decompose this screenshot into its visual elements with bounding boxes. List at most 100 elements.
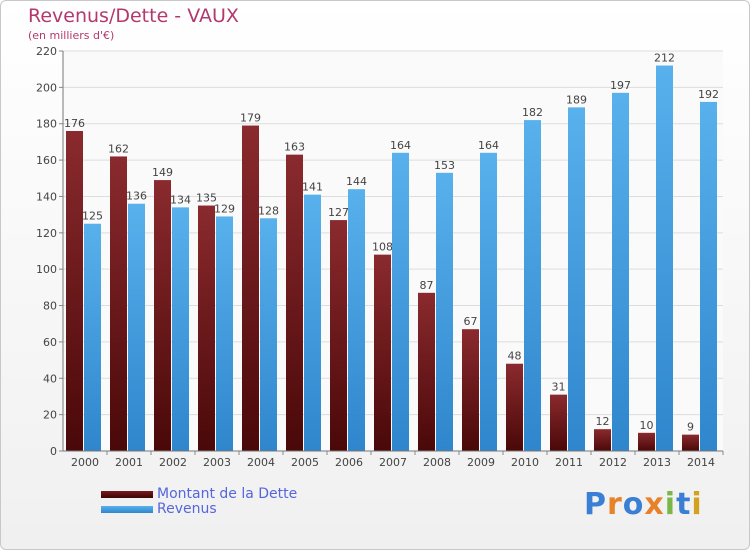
bar-dette bbox=[286, 154, 303, 452]
data-label-dette: 31 bbox=[552, 381, 566, 394]
data-label-revenus: 144 bbox=[346, 175, 367, 188]
x-tick-label: 2007 bbox=[379, 456, 407, 469]
bar-revenus bbox=[84, 223, 101, 451]
data-label-dette: 149 bbox=[152, 166, 173, 179]
data-label-revenus: 164 bbox=[390, 139, 411, 152]
data-label-dette: 67 bbox=[464, 315, 478, 328]
y-tick-label: 160 bbox=[36, 154, 57, 167]
bar-revenus bbox=[392, 152, 409, 451]
x-tick-label: 2002 bbox=[159, 456, 187, 469]
data-label-dette: 163 bbox=[284, 141, 305, 154]
data-label-dette: 127 bbox=[328, 206, 349, 219]
y-tick-label: 220 bbox=[36, 45, 57, 58]
bar-revenus bbox=[656, 65, 673, 451]
data-label-dette: 10 bbox=[640, 419, 654, 432]
y-tick-label: 20 bbox=[43, 409, 57, 422]
data-label-revenus: 141 bbox=[302, 181, 323, 194]
bar-dette bbox=[330, 220, 347, 451]
bar-revenus bbox=[172, 207, 189, 451]
y-tick-label: 140 bbox=[36, 190, 57, 203]
data-label-dette: 108 bbox=[372, 241, 393, 254]
y-tick-label: 0 bbox=[50, 445, 57, 458]
data-label-revenus: 189 bbox=[566, 93, 587, 106]
x-tick-label: 2013 bbox=[643, 456, 671, 469]
logo-letter: P bbox=[584, 487, 607, 522]
logo-letter: o bbox=[622, 487, 645, 522]
bar-dette bbox=[682, 434, 699, 451]
y-tick-label: 40 bbox=[43, 372, 57, 385]
bar-dette bbox=[110, 156, 127, 452]
data-label-revenus: 192 bbox=[698, 88, 719, 101]
logo-letter: i bbox=[664, 487, 677, 522]
chart-subtitle: (en milliers d'€) bbox=[28, 29, 115, 42]
x-tick-label: 2001 bbox=[115, 456, 143, 469]
legend-swatch-revenus bbox=[101, 506, 153, 513]
y-tick-label: 200 bbox=[36, 81, 57, 94]
data-label-dette: 9 bbox=[687, 421, 694, 434]
data-label-revenus: 153 bbox=[434, 159, 455, 172]
data-label-dette: 87 bbox=[420, 279, 434, 292]
bar-dette bbox=[154, 180, 171, 451]
y-tick-label: 80 bbox=[43, 300, 57, 313]
bar-revenus bbox=[480, 152, 497, 451]
y-tick-label: 180 bbox=[36, 118, 57, 131]
legend-label-debt: Montant de la Dette bbox=[157, 486, 298, 502]
logo-letter: r bbox=[607, 487, 623, 522]
x-tick-label: 2011 bbox=[555, 456, 583, 469]
data-label-dette: 162 bbox=[108, 142, 129, 155]
legend-swatch-debt bbox=[101, 491, 153, 498]
x-tick-label: 2008 bbox=[423, 456, 451, 469]
data-label-revenus: 164 bbox=[478, 139, 499, 152]
logo-letter: t bbox=[676, 487, 692, 522]
data-label-revenus: 128 bbox=[258, 204, 279, 217]
bar-revenus bbox=[216, 216, 233, 451]
data-label-revenus: 134 bbox=[170, 193, 191, 206]
data-label-dette: 12 bbox=[596, 415, 610, 428]
x-tick-label: 2000 bbox=[71, 456, 99, 469]
y-tick-label: 60 bbox=[43, 336, 57, 349]
bar-revenus bbox=[260, 218, 277, 451]
bar-revenus bbox=[568, 107, 585, 451]
bar-dette bbox=[594, 429, 611, 451]
bar-dette bbox=[506, 363, 523, 451]
bar-revenus bbox=[304, 194, 321, 452]
proxiti-logo: Proxiti bbox=[584, 487, 703, 522]
data-label-revenus: 197 bbox=[610, 79, 631, 92]
chart-title: Revenus/Dette - VAUX bbox=[28, 5, 239, 27]
x-tick-label: 2003 bbox=[203, 456, 231, 469]
data-label-revenus: 182 bbox=[522, 106, 543, 119]
bar-dette bbox=[374, 254, 391, 451]
bar-revenus bbox=[128, 203, 145, 451]
data-label-dette: 176 bbox=[64, 117, 85, 130]
data-label-dette: 135 bbox=[196, 192, 217, 205]
x-tick-label: 2010 bbox=[511, 456, 539, 469]
bar-dette bbox=[198, 205, 215, 451]
y-tick-label: 120 bbox=[36, 227, 57, 240]
data-label-dette: 48 bbox=[508, 350, 522, 363]
data-label-revenus: 125 bbox=[82, 210, 103, 223]
data-label-dette: 179 bbox=[240, 112, 261, 125]
x-tick-label: 2006 bbox=[335, 456, 363, 469]
data-label-revenus: 212 bbox=[654, 52, 675, 65]
x-tick-label: 2012 bbox=[599, 456, 627, 469]
bar-revenus bbox=[436, 172, 453, 451]
bar-revenus bbox=[524, 120, 541, 451]
y-tick-label: 100 bbox=[36, 263, 57, 276]
bar-dette bbox=[550, 394, 567, 451]
bar-dette bbox=[242, 125, 259, 451]
x-tick-label: 2014 bbox=[687, 456, 715, 469]
bar-revenus bbox=[348, 189, 365, 451]
x-tick-label: 2009 bbox=[467, 456, 495, 469]
logo-letter: x bbox=[644, 487, 665, 522]
logo-letter: i bbox=[691, 487, 703, 522]
x-tick-label: 2004 bbox=[247, 456, 275, 469]
bar-dette bbox=[66, 131, 83, 451]
x-tick-label: 2005 bbox=[291, 456, 319, 469]
bar-dette bbox=[462, 329, 479, 451]
bar-revenus bbox=[700, 101, 717, 451]
bar-dette bbox=[418, 292, 435, 451]
data-label-revenus: 136 bbox=[126, 190, 147, 203]
bar-revenus bbox=[612, 92, 629, 452]
